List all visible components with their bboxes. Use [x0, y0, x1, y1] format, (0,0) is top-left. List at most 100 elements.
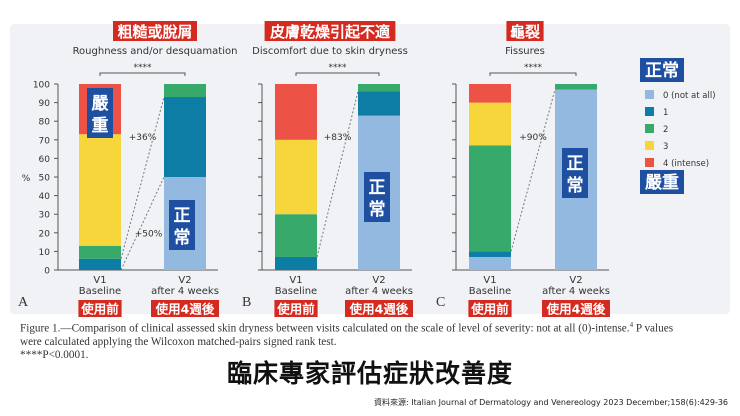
- x-tick-label: V2: [372, 275, 385, 286]
- bar-segment-v1-level1: [79, 258, 121, 270]
- severe-tag-bg: [87, 88, 113, 138]
- bar-segment-v2-level1: [358, 91, 400, 116]
- connector-line: [120, 176, 165, 271]
- bar-segment-v1-level2: [469, 145, 511, 252]
- x-tick-label: V1: [483, 275, 496, 286]
- significance-stars: ****: [524, 63, 543, 73]
- panel-letter: C: [436, 295, 445, 310]
- normal-tag: 常: [369, 199, 386, 220]
- y-tick-label: 50: [39, 174, 51, 184]
- significance-stars: ****: [134, 63, 153, 73]
- bar-segment-v2-level2: [164, 84, 206, 98]
- caption-line3: ****P<0.0001.: [20, 348, 89, 361]
- panel-title: Fissures: [505, 46, 545, 57]
- y-tick-label: 10: [39, 248, 51, 258]
- visit-tag: 使用前: [80, 302, 119, 317]
- x-tick-label: V1: [93, 275, 106, 286]
- legend-swatch: [645, 158, 654, 167]
- bar-segment-v1-level4: [275, 84, 317, 140]
- y-tick-label: 0: [44, 267, 50, 277]
- legend-label: 4 (intense): [663, 159, 709, 169]
- panel-title: Roughness and/or desquamation: [73, 46, 238, 57]
- significance-bracket: [295, 72, 380, 76]
- y-tick-label: 80: [39, 118, 51, 128]
- source-citation: 資料來源: Italian Journal of Dermatology and…: [374, 398, 728, 407]
- pct-annotation: +90%: [519, 133, 547, 143]
- normal-tag-bg: [562, 148, 588, 198]
- y-tick-label: 60: [39, 155, 51, 165]
- legend-label: 0 (not at all): [663, 91, 716, 101]
- panel-b: 皮膚乾燥引起不適 Discomfort due to skin dryness **…: [242, 21, 413, 317]
- legend-label: 3: [663, 142, 668, 152]
- legend: 正常 0 (not at all) 1 2 3 4 (intense) 嚴重: [640, 58, 716, 194]
- visit-tag-bg: [345, 300, 413, 317]
- x-tick-label: V2: [569, 275, 582, 286]
- x-tick-label: after 4 weeks: [542, 286, 610, 297]
- legend-swatch: [645, 90, 654, 99]
- bar-segment-v1-level3: [79, 134, 121, 246]
- caption-line1: Figure 1.—Comparison of clinical assesse…: [20, 322, 630, 335]
- visit-tag: 使用前: [470, 302, 509, 317]
- bar-segment-v1-level3: [469, 102, 511, 146]
- bar-segment-v1-level4: [469, 84, 511, 103]
- panel-title: Discomfort due to skin dryness: [252, 46, 408, 57]
- panel-a: 粗糙或脫屑 Roughness and/or desquamation **** 0 1…: [18, 21, 237, 317]
- y-tick-label: 40: [39, 192, 51, 202]
- bar-segment-v1-level2: [79, 245, 121, 259]
- visit-tag-bg: [78, 300, 122, 317]
- x-tick-label: V1: [289, 275, 302, 286]
- x-tick-label: Baseline: [79, 286, 121, 297]
- normal-tag: 常: [567, 175, 584, 196]
- visit-tag: 使用4週後: [349, 302, 409, 317]
- bar-segment-v1-level0: [469, 256, 511, 270]
- x-tick-label: Baseline: [469, 286, 511, 297]
- headline: 臨床專家評估症狀改善度: [226, 359, 513, 388]
- normal-tag: 正: [174, 206, 191, 226]
- bar-segment-v2-level2: [555, 84, 597, 90]
- legend-label: 2: [663, 125, 668, 135]
- legend-swatch: [645, 124, 654, 133]
- legend-severe-tag-bg: [640, 170, 684, 194]
- x-tick-label: Baseline: [275, 286, 317, 297]
- normal-tag-bg: [169, 200, 195, 250]
- connector-line: [316, 91, 359, 258]
- y-tick-label: 100: [33, 81, 50, 91]
- zh-title: 龜裂: [510, 23, 540, 41]
- zh-title: 皮膚乾燥引起不適: [270, 23, 390, 41]
- bar-segment-v1-level1: [275, 256, 317, 270]
- bar-segment-v1-level1: [469, 251, 511, 257]
- zh-title-bg: [264, 21, 396, 41]
- caption-superscript: 4: [629, 321, 634, 329]
- panel-letter: A: [18, 295, 29, 310]
- figure-caption: Figure 1.—Comparison of clinical assesse…: [20, 319, 730, 362]
- x-tick-label: after 4 weeks: [345, 286, 413, 297]
- severe-tag: 嚴: [92, 94, 110, 114]
- pct-annotation: +50%: [135, 230, 163, 240]
- caption-line1-end: P values: [633, 322, 674, 335]
- visit-tag-bg: [468, 300, 512, 317]
- panel-letter: B: [242, 295, 251, 310]
- zh-title-bg: [506, 21, 544, 41]
- visit-tag: 使用4週後: [155, 302, 215, 317]
- zh-title: 粗糙或脫屑: [117, 23, 192, 41]
- legend-swatch: [645, 141, 654, 150]
- significance-bracket: [99, 72, 186, 76]
- connector-line: [510, 89, 556, 252]
- legend-label: 1: [663, 108, 668, 118]
- y-tick-label: 30: [39, 211, 51, 221]
- bar-segment-v1-level2: [275, 214, 317, 257]
- legend-swatch: [645, 107, 654, 116]
- zh-title-bg: [113, 21, 197, 41]
- visit-tag-bg: [542, 300, 610, 317]
- severe-tag: 重: [92, 115, 109, 136]
- x-tick-label: after 4 weeks: [151, 286, 219, 297]
- legend-normal-tag-bg: [640, 58, 684, 82]
- legend-normal-tag: 正常: [645, 60, 679, 81]
- pct-annotation: +36%: [129, 133, 157, 143]
- bar-segment-v1-level3: [275, 139, 317, 215]
- pct-annotation: +83%: [324, 133, 352, 143]
- normal-tag: 常: [174, 227, 191, 248]
- significance-stars: ****: [329, 63, 348, 73]
- visit-tag: 使用前: [276, 302, 315, 317]
